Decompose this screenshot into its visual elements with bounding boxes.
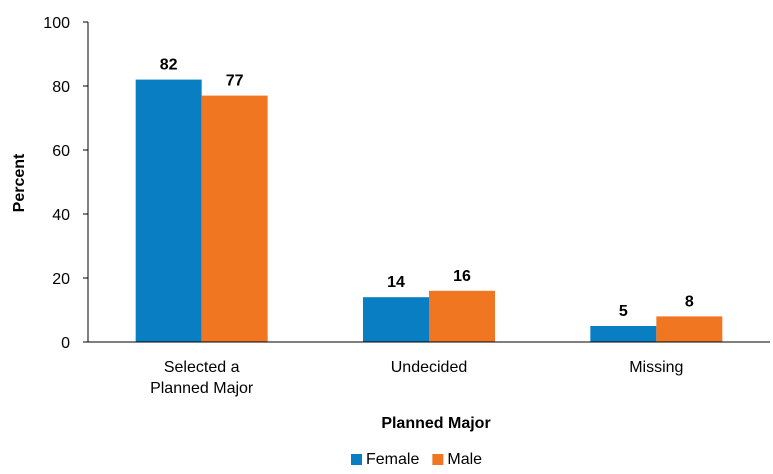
legend: Female Male [351, 451, 482, 468]
y-tick-label: 20 [52, 271, 70, 288]
bar-male [201, 95, 268, 342]
data-label: 8 [685, 293, 694, 310]
y-axis-ticks: 0 20 40 60 80 100 [43, 15, 88, 352]
data-label: 5 [619, 303, 628, 320]
y-tick-label: 40 [52, 207, 70, 224]
y-tick-label: 60 [52, 143, 70, 160]
y-axis-title: Percent [11, 153, 28, 212]
bar-male [429, 290, 495, 342]
legend-swatch-female [351, 454, 362, 465]
x-category-label: Planned Major [150, 380, 254, 397]
x-axis-category-labels: Selected a Planned Major Undecided Missing [150, 359, 683, 397]
y-tick-label: 0 [61, 335, 70, 352]
bars [135, 79, 723, 342]
bar-female [135, 79, 202, 342]
y-tick-label: 80 [52, 79, 70, 96]
y-tick-label: 100 [43, 15, 70, 32]
x-category-label: Selected a [164, 359, 240, 376]
legend-label-male: Male [447, 451, 482, 468]
bar-male [656, 316, 723, 342]
bar-female [590, 326, 657, 342]
data-label: 77 [226, 73, 244, 90]
x-category-label: Missing [629, 359, 683, 376]
x-axis-title: Planned Major [381, 415, 490, 432]
data-label: 16 [453, 268, 471, 285]
x-category-label: Undecided [391, 359, 468, 376]
legend-label-female: Female [366, 451, 419, 468]
data-label: 82 [160, 57, 178, 74]
data-labels: 82 77 14 16 5 8 [160, 57, 694, 320]
legend-swatch-male [432, 454, 444, 465]
data-label: 14 [387, 274, 405, 291]
bar-female [363, 297, 429, 342]
